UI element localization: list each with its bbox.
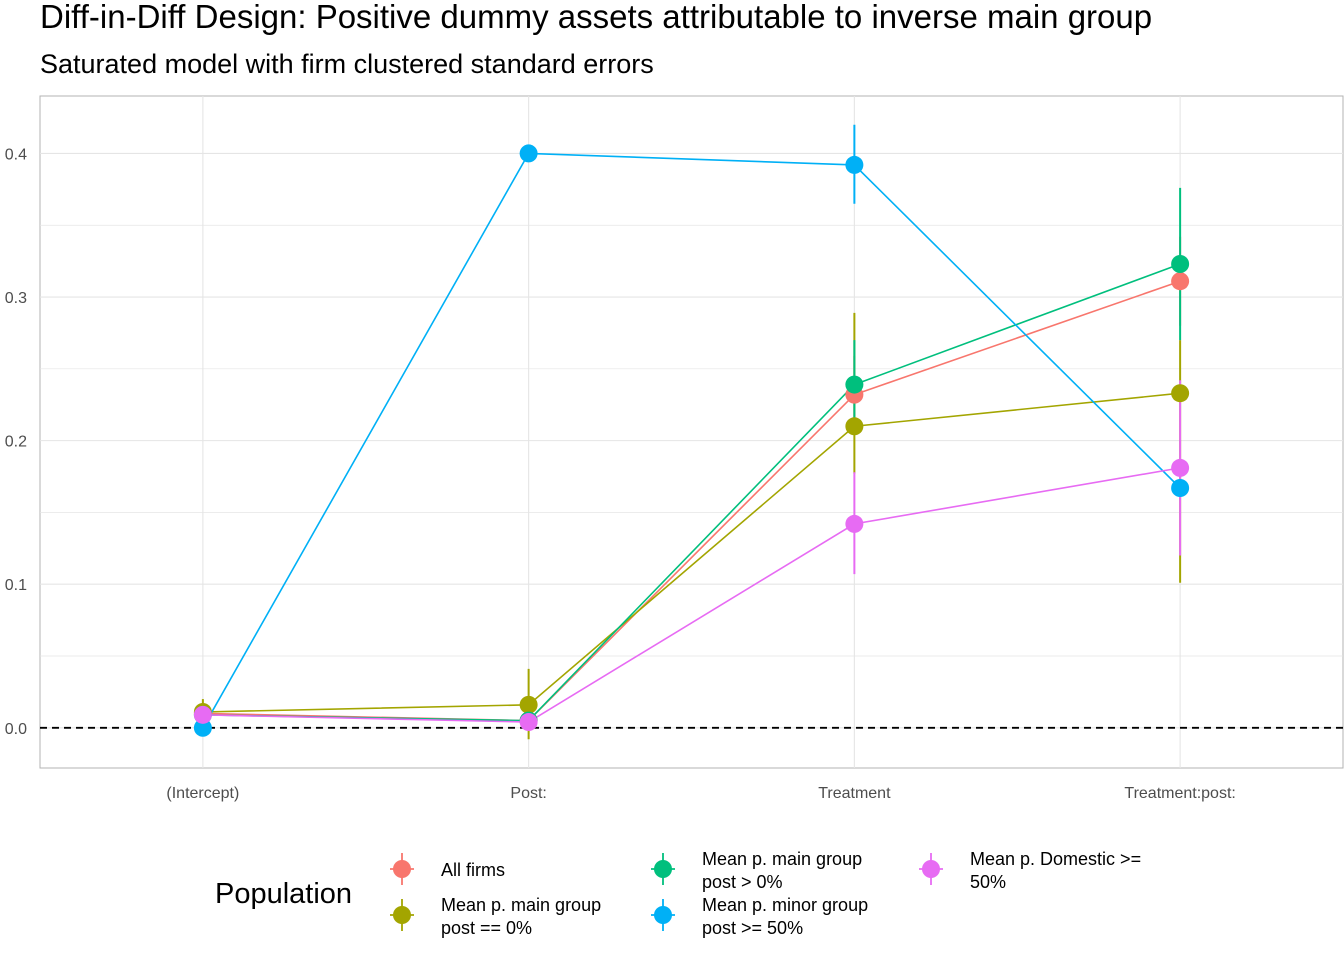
y-tick-label: 0.4: [5, 146, 27, 163]
data-point: [193, 718, 212, 737]
legend-label-line: Mean p. main group: [702, 849, 862, 869]
data-point: [1171, 255, 1190, 273]
data-point: [845, 417, 864, 436]
data-point: [519, 713, 538, 732]
y-tick-label: 0.3: [5, 290, 27, 307]
legend-key-point: [922, 860, 940, 878]
x-tick-label: Treatment:post:: [1124, 785, 1235, 802]
legend-key-point: [654, 906, 672, 924]
legend-label-line: post > 0%: [702, 872, 783, 892]
x-tick-label: Post:: [510, 785, 546, 802]
legend-label: Mean p. Domestic >= 50%: [970, 849, 1141, 892]
legend-key-point: [393, 860, 411, 878]
y-tick-label: 0.0: [5, 721, 27, 738]
data-point: [1171, 272, 1190, 291]
x-axis-ticks: (Intercept) Post: Treatment Treatment:post:: [166, 785, 1235, 802]
data-point: [1171, 479, 1190, 497]
data-point: [1171, 458, 1190, 477]
data-point: [519, 144, 538, 163]
legend-label-line: All firms: [441, 860, 505, 880]
legend-label-line: post >= 50%: [702, 918, 803, 938]
legend-label-line: Mean p. main group: [441, 895, 601, 915]
data-point: [845, 375, 864, 394]
data-point: [519, 695, 538, 714]
series-line-4: [202, 152, 1181, 729]
legend-key: [651, 853, 675, 885]
legend-key: [390, 853, 414, 885]
data-point: [845, 514, 864, 533]
plot-panel: [39, 95, 1344, 769]
legend-key-point: [393, 906, 411, 924]
legend-label-line: 50%: [970, 872, 1006, 892]
points: [193, 144, 1190, 737]
legend-label: Mean p. main group post == 0%: [441, 895, 601, 938]
legend-label: All firms: [441, 860, 505, 880]
data-point: [1171, 384, 1190, 403]
x-tick-label: (Intercept): [166, 785, 239, 802]
legend-label: Mean p. minor group post >= 50%: [702, 895, 868, 938]
y-tick-label: 0.2: [5, 434, 27, 451]
legend: Population All firms Mean p. main group po…: [215, 849, 1141, 938]
series-line-2: [202, 392, 1181, 713]
data-point: [845, 155, 864, 174]
legend-label: Mean p. main group post > 0%: [702, 849, 862, 892]
legend-key: [651, 899, 675, 931]
chart-subtitle: Saturated model with firm clustered stan…: [40, 49, 654, 79]
legend-label-line: Mean p. Domestic >=: [970, 849, 1141, 869]
legend-label-line: Mean p. minor group: [702, 895, 868, 915]
data-point: [193, 705, 212, 724]
legend-key-point: [654, 860, 672, 878]
y-axis-ticks: 0.0 0.1 0.2 0.3 0.4: [5, 146, 27, 737]
chart-title: Diff-in-Diff Design: Positive dummy asse…: [40, 0, 1152, 35]
x-tick-label: Treatment: [818, 785, 891, 802]
legend-label-line: post == 0%: [441, 918, 532, 938]
series-lines: [202, 152, 1181, 729]
y-tick-label: 0.1: [5, 577, 27, 594]
legend-title: Population: [215, 878, 352, 910]
legend-key: [919, 853, 943, 885]
series-line-5: [202, 467, 1181, 723]
legend-key: [390, 899, 414, 931]
